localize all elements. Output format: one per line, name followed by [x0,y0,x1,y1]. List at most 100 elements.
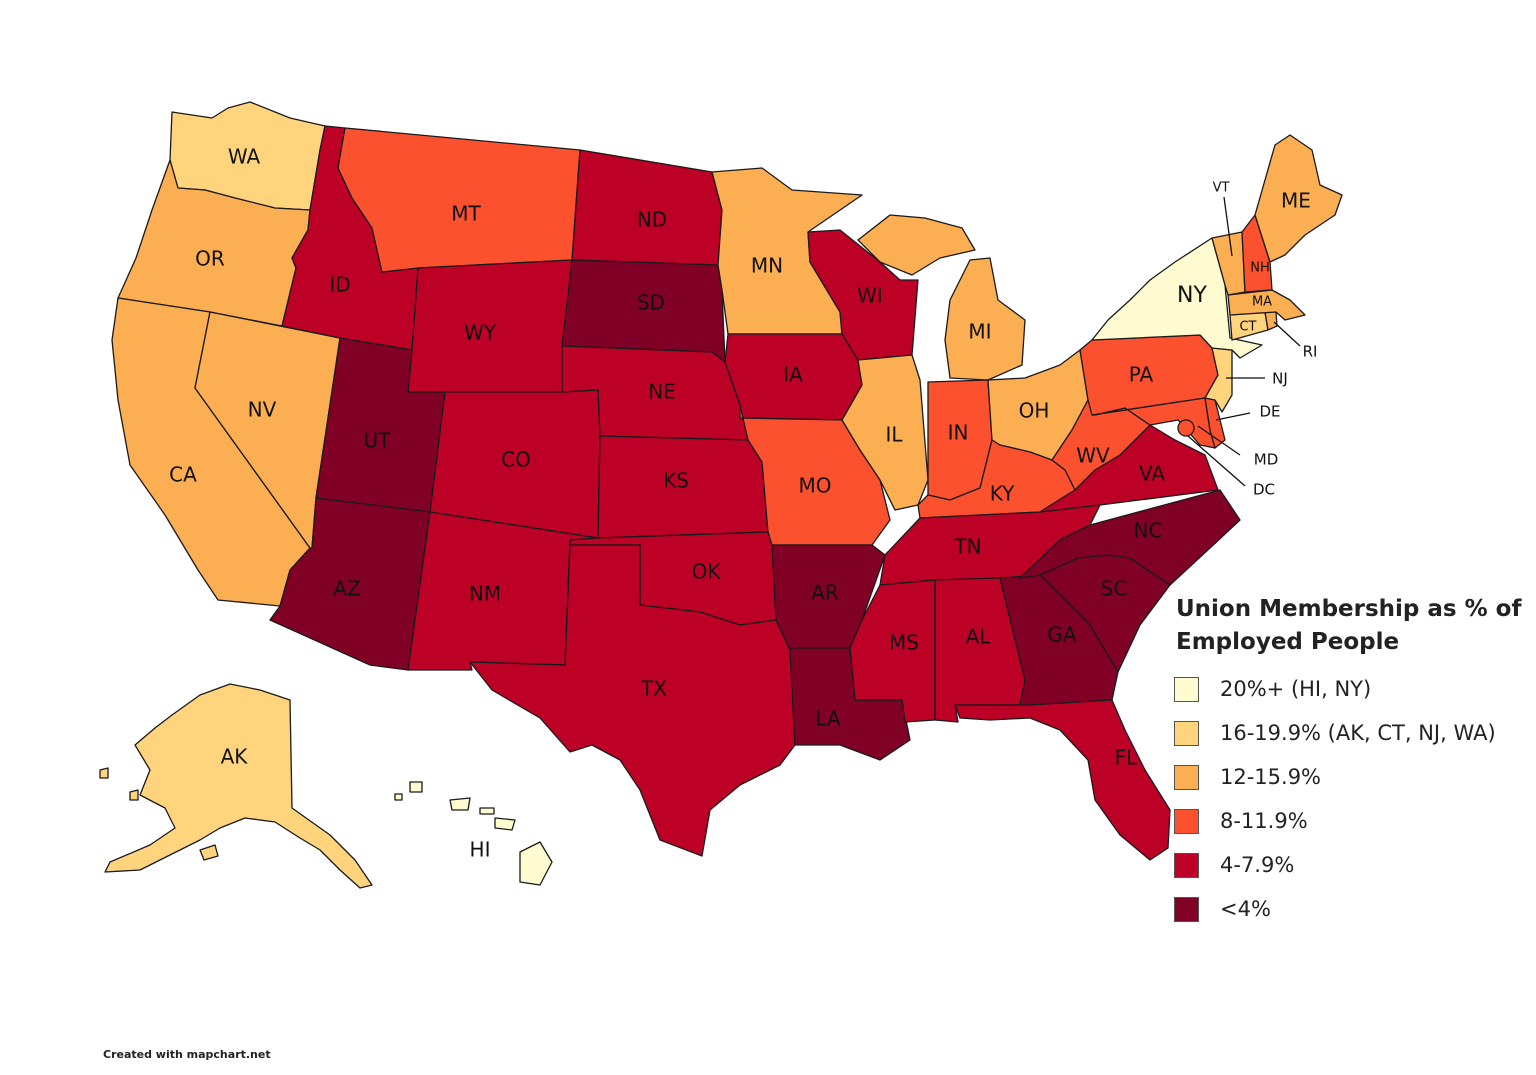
label-dc: DC [1253,481,1275,499]
state-ny[interactable] [1091,237,1263,359]
label-ne: NE [648,380,676,404]
state-fl[interactable] [954,699,1171,861]
label-pa: PA [1129,363,1154,387]
label-md: MD [1254,451,1279,469]
leader-vt [1223,196,1233,257]
state-tx[interactable] [469,544,796,857]
label-al: AL [966,625,992,649]
legend-item: 12-15.9% [1174,763,1534,791]
label-ky: KY [990,482,1015,506]
label-ia: IA [783,363,803,387]
state-mi[interactable] [857,214,1026,381]
legend-title: Union Membership as % of Employed People [1176,593,1534,659]
ak-island [99,767,109,779]
label-mi: MI [968,320,991,344]
label-mo: MO [799,474,832,498]
label-ak: AK [221,745,249,769]
label-me: ME [1281,189,1311,213]
label-mt: MT [451,202,481,226]
legend-label: 4-7.9% [1220,853,1295,877]
state-nh[interactable] [1241,214,1273,293]
leader-de [1215,412,1251,421]
state-vt[interactable] [1211,231,1246,296]
label-ar: AR [811,581,839,605]
label-sd: SD [637,291,665,315]
label-ms: MS [889,631,919,655]
legend-label: <4% [1220,897,1271,921]
legend: Union Membership as % of Employed People… [1174,593,1534,939]
legend-item: 16-19.9% (AK, CT, NJ, WA) [1174,719,1534,747]
legend-swatch [1174,808,1199,834]
legend-swatch [1174,764,1199,790]
leader-ri [1273,321,1301,347]
label-nc: NC [1134,519,1163,543]
legend-title-line2: Employed People [1176,629,1400,655]
state-me[interactable] [1254,134,1343,263]
leader-dc [1187,435,1246,487]
label-nv: NV [248,398,277,422]
state-ak[interactable] [104,683,373,889]
label-mn: MN [751,254,783,278]
legend-swatch [1174,896,1199,922]
state-nc[interactable] [1019,489,1241,586]
state-dc[interactable] [1177,419,1195,437]
label-il: IL [885,423,903,447]
hi-island [409,781,423,793]
label-ct: CT [1239,320,1256,335]
label-az: AZ [333,577,360,601]
label-wv: WV [1076,444,1110,468]
legend-swatch [1174,676,1199,702]
hi-island [449,797,471,811]
label-tn: TN [953,535,981,559]
label-ga: GA [1047,623,1076,647]
label-hi: HI [470,838,491,862]
label-in: IN [948,421,969,445]
label-la: LA [815,707,841,731]
label-oh: OH [1019,399,1050,423]
state-nj[interactable] [1204,347,1233,413]
label-wy: WY [464,321,497,345]
label-nm: NM [469,582,501,606]
hi-island [479,807,495,815]
legend-swatch [1174,852,1199,878]
label-va: VA [1139,462,1165,486]
label-or: OR [195,247,225,271]
label-ma: MA [1252,295,1272,310]
label-tx: TX [640,677,667,701]
label-ks: KS [663,469,689,493]
label-sc: SC [1101,577,1128,601]
hi-island [394,793,403,801]
credit-text: Created with mapchart.net [103,1048,271,1061]
label-fl: FL [1115,746,1139,770]
state-ma[interactable] [1227,289,1306,321]
label-nj: NJ [1272,370,1288,388]
hi-island [494,817,516,831]
legend-swatch [1174,720,1199,746]
legend-item: 8-11.9% [1174,807,1534,835]
legend-item: 20%+ (HI, NY) [1174,675,1534,703]
legend-item: 4-7.9% [1174,851,1534,879]
legend-label: 16-19.9% (AK, CT, NJ, WA) [1220,721,1496,745]
legend-title-line1: Union Membership as % of [1176,596,1522,622]
legend-label: 12-15.9% [1220,765,1322,789]
label-ca: CA [169,463,197,487]
label-id: ID [329,273,350,297]
state-hi[interactable] [519,841,553,886]
label-wi: WI [857,284,883,308]
ak-island [129,789,139,801]
state-il[interactable] [841,354,929,511]
label-ut: UT [364,429,392,453]
leader-md [1197,425,1241,456]
legend-label: 8-11.9% [1220,809,1308,833]
label-de: DE [1259,403,1280,421]
legend-label: 20%+ (HI, NY) [1220,677,1372,701]
label-co: CO [501,448,531,472]
ak-island [199,844,219,861]
label-vt: VT [1213,181,1230,196]
label-ny: NY [1177,283,1207,308]
label-nd: ND [637,208,667,232]
legend-item: <4% [1174,895,1534,923]
label-ok: OK [692,560,722,584]
label-nh: NH [1250,261,1270,276]
